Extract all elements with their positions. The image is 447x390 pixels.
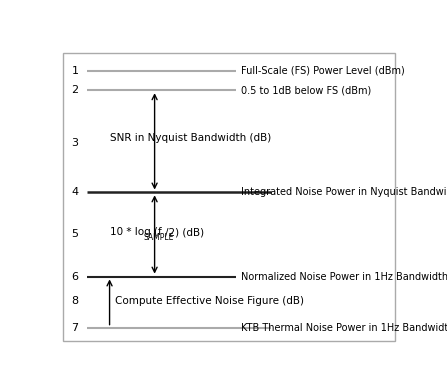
Text: 8: 8 [72,296,79,305]
Text: 3: 3 [72,138,79,148]
Text: /2) (dB): /2) (dB) [164,227,204,237]
Text: 1: 1 [72,66,79,76]
Text: KTB Thermal Noise Power in 1Hz Bandwidth (dBm): KTB Thermal Noise Power in 1Hz Bandwidth… [241,323,447,333]
Text: 10 * log (f: 10 * log (f [110,227,161,237]
Text: 7: 7 [72,323,79,333]
Text: SNR in Nyquist Bandwidth (dB): SNR in Nyquist Bandwidth (dB) [110,133,271,144]
Text: SAMPLE: SAMPLE [143,234,173,243]
Text: Compute Effective Noise Figure (dB): Compute Effective Noise Figure (dB) [115,296,304,306]
Text: 5: 5 [72,229,79,239]
Text: 4: 4 [72,188,79,197]
Text: Integrated Noise Power in Nyquist Bandwidth (dBm): Integrated Noise Power in Nyquist Bandwi… [241,188,447,197]
Text: 6: 6 [72,271,79,282]
Text: 2: 2 [72,85,79,95]
Text: 0.5 to 1dB below FS (dBm): 0.5 to 1dB below FS (dBm) [241,85,371,95]
Text: Normalized Noise Power in 1Hz Bandwidth (dBm): Normalized Noise Power in 1Hz Bandwidth … [241,271,447,282]
Text: Full-Scale (FS) Power Level (dBm): Full-Scale (FS) Power Level (dBm) [241,66,405,76]
